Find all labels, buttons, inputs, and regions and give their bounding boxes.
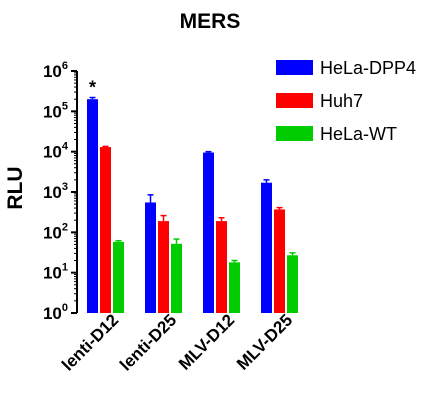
y-tick-label: 101 <box>43 262 68 283</box>
x-tick-label: lenti-D25 <box>116 310 180 374</box>
y-tick-label: 102 <box>43 221 68 242</box>
legend-label: Huh7 <box>320 91 363 111</box>
bar <box>113 241 124 313</box>
chart-title: MERS <box>180 10 241 33</box>
bar <box>171 243 182 313</box>
legend-swatch <box>276 126 313 141</box>
bar <box>216 221 227 313</box>
y-tick-label: 106 <box>43 60 68 81</box>
y-tick-label: 100 <box>43 302 68 323</box>
y-tick-label: 105 <box>43 100 68 121</box>
x-tick-label: MLV-D25 <box>233 310 296 373</box>
bar <box>261 182 272 313</box>
legend-label: HeLa-DPP4 <box>320 58 416 78</box>
bar <box>145 202 156 313</box>
legend-swatch <box>276 60 313 75</box>
bar <box>87 99 98 313</box>
y-tick-label: 104 <box>43 141 69 162</box>
bar <box>158 221 169 313</box>
bar <box>100 147 111 313</box>
x-tick-label: lenti-D12 <box>58 310 122 374</box>
y-tick-label: 103 <box>43 181 68 202</box>
legend-swatch <box>276 93 313 108</box>
bar <box>287 255 298 313</box>
legend: HeLa-DPP4 Huh7 HeLa-WT <box>276 58 416 144</box>
significance-marker: * <box>89 78 96 98</box>
y-axis-label: RLU <box>4 166 27 209</box>
bar <box>203 152 214 313</box>
bar <box>229 262 240 313</box>
x-tick-label: MLV-D12 <box>175 310 238 373</box>
bar <box>274 209 285 313</box>
plot-area: 100101102103104105106lenti-D12lenti-D25M… <box>43 60 298 375</box>
legend-label: HeLa-WT <box>320 124 397 144</box>
